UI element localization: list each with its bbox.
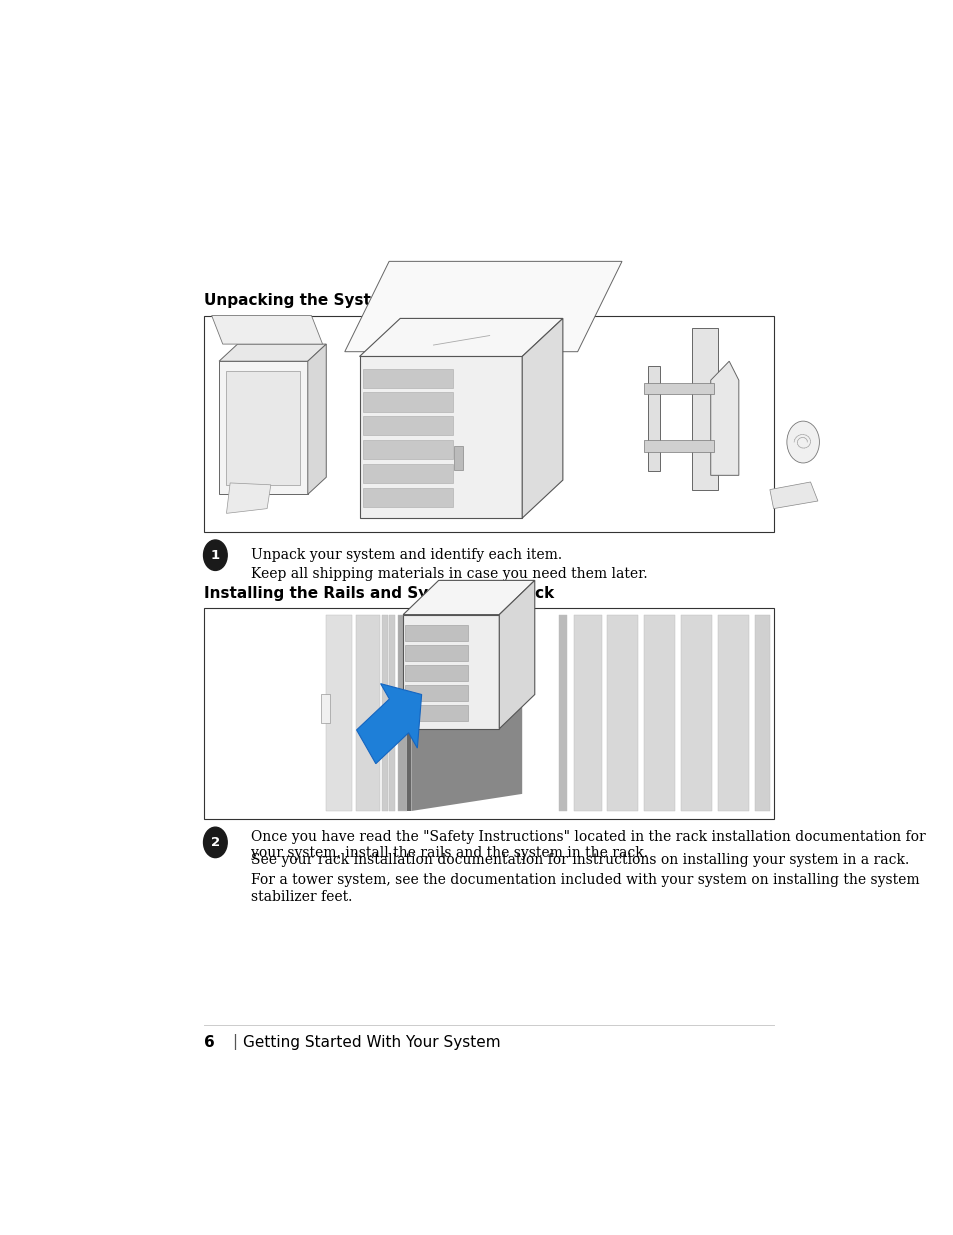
Text: For a tower system, see the documentation included with your system on installin: For a tower system, see the documentatio… [251,873,919,888]
Polygon shape [692,329,718,489]
Bar [381,615,387,811]
Text: 2: 2 [211,836,220,848]
Bar [643,383,714,394]
Text: Installing the Rails and System in a Rack: Installing the Rails and System in a Rac… [204,585,554,601]
Text: stabilizer feet.: stabilizer feet. [251,889,352,904]
Text: Getting Started With Your System: Getting Started With Your System [243,1035,500,1050]
Bar [321,694,330,722]
Bar [406,615,411,811]
Polygon shape [521,319,562,519]
Text: Unpacking the System: Unpacking the System [204,293,397,308]
Polygon shape [226,370,300,485]
Bar [355,615,379,811]
Bar [643,615,675,811]
Polygon shape [212,316,322,345]
Bar [405,685,467,701]
Polygon shape [403,615,498,729]
Bar [363,393,453,411]
Bar [405,625,467,641]
Polygon shape [710,361,738,475]
Circle shape [203,540,227,571]
Bar [643,440,714,452]
Polygon shape [219,345,326,361]
Bar [397,615,406,811]
Bar [204,316,773,532]
Bar [454,446,462,469]
Bar [718,615,748,811]
Bar [558,615,566,811]
Text: 6: 6 [204,1035,214,1050]
Polygon shape [219,361,308,494]
Circle shape [786,421,819,463]
Polygon shape [308,345,326,494]
Polygon shape [344,262,621,352]
Bar [574,615,601,811]
Polygon shape [498,580,535,729]
Bar [405,705,467,721]
Bar [363,440,453,459]
Text: See your rack installation documentation for instructions on installing your sys: See your rack installation documentation… [251,853,908,867]
Bar [204,608,773,819]
Polygon shape [411,615,521,811]
Polygon shape [403,580,535,615]
Bar [326,615,352,811]
Text: Keep all shipping materials in case you need them later.: Keep all shipping materials in case you … [251,567,647,582]
Polygon shape [769,482,817,509]
Polygon shape [647,366,659,471]
Text: 1: 1 [211,548,220,562]
Bar [363,488,453,506]
Text: |: | [232,1034,236,1050]
Bar [755,615,769,811]
Text: your system, install the rails and the system in the rack.: your system, install the rails and the s… [251,846,647,860]
Polygon shape [359,319,562,357]
Bar [405,664,467,682]
Polygon shape [359,357,521,519]
Bar [363,464,453,483]
Bar [405,645,467,661]
Text: Unpack your system and identify each item.: Unpack your system and identify each ite… [251,548,561,562]
Text: Once you have read the "Safety Instructions" located in the rack installation do: Once you have read the "Safety Instructi… [251,830,924,844]
Bar [363,369,453,388]
Circle shape [203,827,227,857]
Bar [210,615,324,811]
Bar [680,615,712,811]
Bar [606,615,638,811]
Bar [389,615,395,811]
Bar [363,416,453,436]
Polygon shape [226,483,271,514]
Polygon shape [356,684,421,763]
